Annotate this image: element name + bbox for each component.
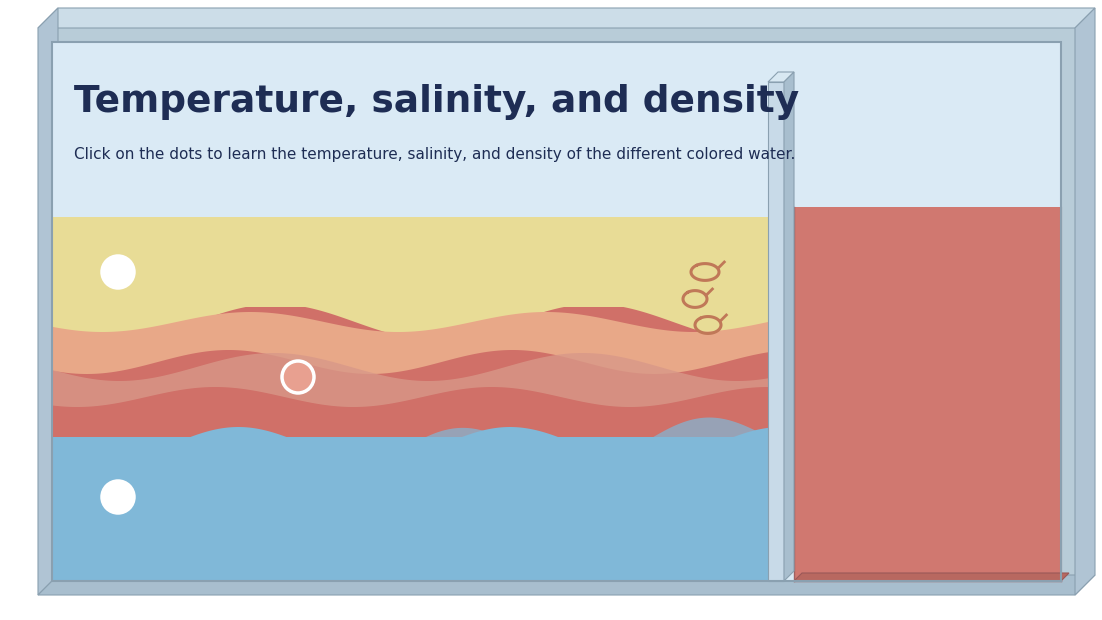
Polygon shape — [52, 417, 768, 581]
Polygon shape — [52, 312, 768, 374]
Polygon shape — [52, 427, 768, 581]
Circle shape — [102, 481, 134, 513]
Polygon shape — [37, 8, 1095, 28]
Polygon shape — [52, 217, 768, 340]
Bar — [52, 217, 768, 327]
Polygon shape — [795, 573, 1069, 581]
Polygon shape — [37, 8, 58, 595]
Polygon shape — [1074, 8, 1095, 595]
Bar — [795, 207, 1061, 581]
Text: Temperature, salinity, and density: Temperature, salinity, and density — [74, 84, 799, 120]
Bar — [52, 42, 1061, 581]
Circle shape — [282, 361, 314, 393]
Bar — [768, 82, 784, 581]
Polygon shape — [37, 575, 1095, 595]
Bar — [52, 307, 768, 477]
Circle shape — [102, 256, 134, 288]
Bar — [52, 437, 768, 581]
Polygon shape — [52, 353, 768, 407]
Polygon shape — [784, 72, 795, 581]
Polygon shape — [768, 72, 795, 82]
Text: Click on the dots to learn the temperature, salinity, and density of the differe: Click on the dots to learn the temperatu… — [74, 147, 796, 162]
Bar — [52, 42, 1061, 581]
